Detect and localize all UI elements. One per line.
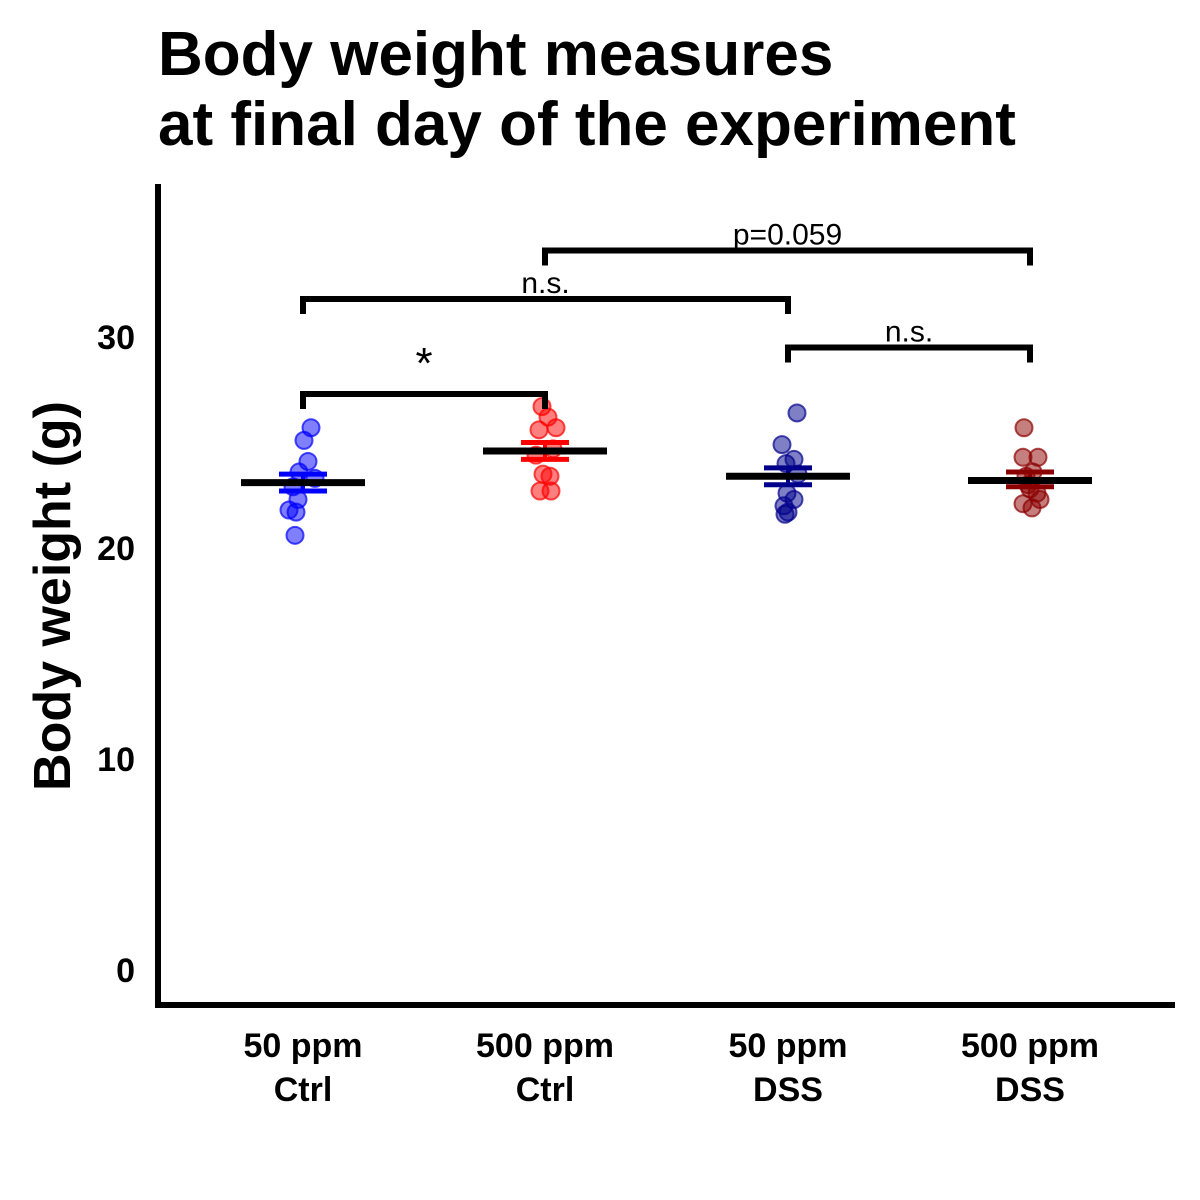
x-tick-labels: 50 ppm Ctrl 500 ppm Ctrl 50 ppm DSS 500 ppm DSS (243, 1027, 1099, 1109)
data-point (285, 525, 305, 545)
comparison-bracket (785, 344, 1033, 363)
y-tick-label: 10 (97, 741, 135, 779)
x-tick-label: 50 ppm (728, 1027, 847, 1065)
data-point (772, 435, 792, 455)
x-tick-label: DSS (995, 1071, 1065, 1109)
y-tick-labels: 0 10 20 30 (97, 319, 135, 990)
x-tick-label: Ctrl (516, 1071, 575, 1109)
data-points (279, 397, 1050, 545)
chart-title-line-2: at final day of the experiment (158, 90, 1016, 159)
y-tick-label: 0 (116, 952, 135, 990)
chart-title-line-1: Body weight measures (158, 20, 834, 89)
x-tick-label: 50 ppm (243, 1027, 362, 1065)
data-point (787, 403, 807, 423)
data-point (775, 504, 795, 524)
significance-brackets: * n.s. n.s. p=0.059 (300, 218, 1033, 409)
x-tick-label: DSS (753, 1071, 823, 1109)
y-axis-label: Body weight (g) (24, 401, 82, 791)
comparison-label: * (415, 339, 432, 388)
comparison-bracket (542, 247, 1033, 266)
chart-title: Body weight measures at final day of the… (158, 20, 1016, 160)
comparison-label: n.s. (885, 316, 933, 349)
data-point (1014, 418, 1034, 438)
data-point (286, 502, 306, 522)
mean-sem-markers (241, 440, 1092, 494)
data-point (294, 430, 314, 450)
data-point (546, 418, 566, 438)
comparison-bracket (300, 390, 548, 409)
comparison-label: n.s. (521, 267, 569, 300)
data-point (529, 420, 549, 440)
x-tick-label: 500 ppm (961, 1027, 1099, 1065)
y-tick-label: 30 (97, 319, 135, 357)
comparison-label: p=0.059 (733, 218, 842, 251)
data-point (1022, 498, 1042, 518)
x-tick-label: 500 ppm (476, 1027, 614, 1065)
data-point (541, 481, 561, 501)
axes (155, 184, 1175, 1008)
comparison-bracket (300, 296, 791, 315)
x-tick-label: Ctrl (274, 1071, 333, 1109)
y-tick-label: 20 (97, 530, 135, 568)
